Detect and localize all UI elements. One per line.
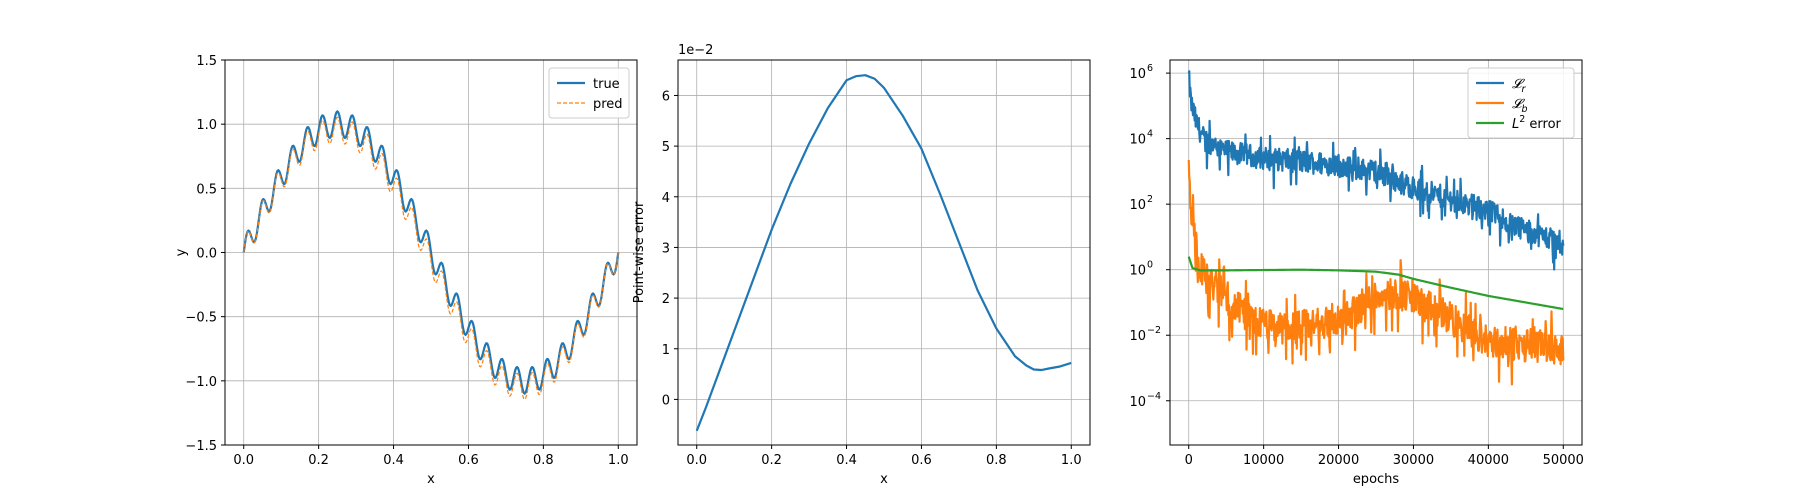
x-tick-label: 1.0: [1061, 453, 1082, 468]
x-tick-label: 0.4: [836, 453, 857, 468]
y-tick-label: 0.5: [196, 182, 217, 197]
y-tick-label: 4: [662, 191, 670, 206]
y-tick-label: −0.5: [185, 311, 217, 326]
y-tick-label: 10: [1129, 329, 1146, 344]
legend-box: [548, 67, 630, 119]
y-tick-label: −1.5: [185, 439, 217, 454]
x-tick-label: 20000: [1318, 453, 1359, 468]
series-group: [695, 74, 1072, 432]
series-group: [242, 110, 620, 401]
legend-label-2: pred: [593, 97, 623, 112]
x-tick-label: 0.2: [308, 453, 329, 468]
x-axis-label: x: [880, 472, 888, 487]
y-offset-label: 1e−2: [678, 43, 713, 58]
x-axis: 0.0 0.2 0.4 0.6 0.8 1.0: [233, 445, 629, 468]
legend-box: [1467, 67, 1575, 139]
y-tick-label: 5: [662, 140, 670, 155]
x-tick-label: 0.0: [686, 453, 707, 468]
y-tick-label: 6: [662, 89, 670, 104]
y-tick-label: 1: [662, 343, 670, 358]
y-tick-label: −1.0: [185, 375, 217, 390]
series-group: [1187, 70, 1565, 386]
legend: true pred: [548, 67, 630, 119]
x-axis: 0 10000 20000 30000 40000 50000: [1185, 445, 1584, 468]
y-tick-label: 1.0: [196, 118, 217, 133]
y-tick-label: 0: [662, 393, 670, 408]
y-tick-label: 3: [662, 241, 670, 256]
legend-label-1: true: [593, 77, 620, 92]
y-tick-label: 10: [1129, 133, 1146, 148]
y-tick-exponent: 4: [1147, 129, 1153, 140]
x-tick-label: 0.6: [458, 453, 479, 468]
y-tick-exponent: −2: [1147, 325, 1161, 336]
grid: [678, 60, 1090, 445]
y-tick-exponent: 2: [1147, 194, 1153, 205]
x-tick-label: 10000: [1243, 453, 1284, 468]
y-tick-label: 2: [662, 292, 670, 307]
x-tick-label: 40000: [1468, 453, 1509, 468]
x-axis-label: x: [427, 472, 435, 487]
x-tick-label: 0.4: [383, 453, 404, 468]
x-tick-label: 0.2: [761, 453, 782, 468]
series-line-2: [243, 116, 619, 401]
chart-panel-2: 0.0 0.2 0.4 0.6 0.8 1.0 0 1 2 3 4 5 6 x Point-wise err…: [632, 43, 1091, 487]
y-axis-label: y: [174, 248, 189, 256]
y-axis-label: Point-wise error: [632, 201, 647, 303]
x-tick-label: 0: [1185, 453, 1193, 468]
x-axis: 0.0 0.2 0.4 0.6 0.8 1.0: [686, 445, 1082, 468]
x-tick-label: 30000: [1393, 453, 1434, 468]
y-tick-label: 10: [1129, 67, 1146, 82]
y-tick-label: 10: [1129, 395, 1146, 410]
series-line-1: [242, 110, 620, 395]
x-tick-label: 0.6: [911, 453, 932, 468]
series-line-3: [1187, 256, 1564, 311]
series-line-2: [1187, 159, 1565, 386]
y-axis: 0 1 2 3 4 5 6: [662, 89, 678, 408]
x-tick-label: 0.8: [986, 453, 1007, 468]
axes-frame: [677, 59, 1091, 446]
chart-panel-1: 0.0 0.2 0.4 0.6 0.8 1.0 −1.5 −1.0 −0.5 0.0 0.5 1.0 1…: [174, 54, 638, 487]
series-line-1: [1187, 70, 1565, 271]
x-tick-label: 0.0: [233, 453, 254, 468]
x-tick-label: 0.8: [533, 453, 554, 468]
series-line-1: [695, 74, 1072, 432]
axes-frame: [1169, 59, 1583, 446]
y-tick-exponent: 0: [1147, 260, 1153, 271]
y-tick-label: 10: [1129, 198, 1146, 213]
x-tick-label: 50000: [1543, 453, 1584, 468]
x-axis-label: epochs: [1353, 472, 1400, 487]
y-tick-exponent: −4: [1147, 391, 1161, 402]
y-axis: −1.5 −1.0 −0.5 0.0 0.5 1.0 1.5: [185, 54, 225, 454]
legend-label-3: L2 error: [1512, 114, 1562, 132]
y-tick-label: 10: [1129, 264, 1146, 279]
y-tick-label: 0.0: [196, 247, 217, 262]
y-tick-label: 1.5: [196, 54, 217, 69]
y-tick-exponent: 6: [1147, 63, 1153, 74]
x-tick-label: 1.0: [608, 453, 629, 468]
